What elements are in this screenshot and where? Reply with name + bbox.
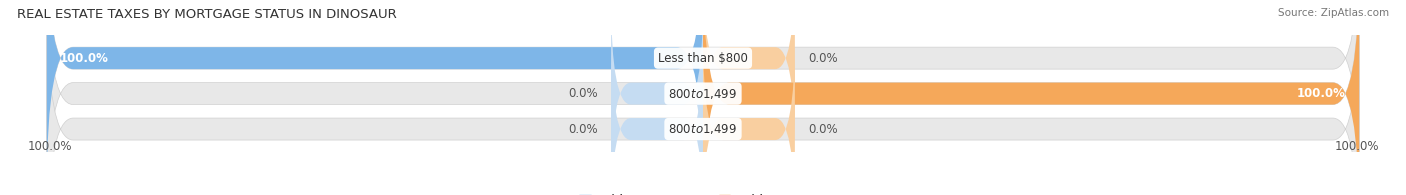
Text: 100.0%: 100.0% [1334,140,1379,153]
FancyBboxPatch shape [612,0,703,189]
Text: $800 to $1,499: $800 to $1,499 [668,122,738,136]
Text: 0.0%: 0.0% [808,122,838,136]
FancyBboxPatch shape [46,0,1360,195]
Text: REAL ESTATE TAXES BY MORTGAGE STATUS IN DINOSAUR: REAL ESTATE TAXES BY MORTGAGE STATUS IN … [17,8,396,21]
Text: 0.0%: 0.0% [568,122,598,136]
Text: Source: ZipAtlas.com: Source: ZipAtlas.com [1278,8,1389,18]
Text: 100.0%: 100.0% [60,52,108,65]
Text: Less than $800: Less than $800 [658,52,748,65]
FancyBboxPatch shape [612,34,703,195]
Text: 0.0%: 0.0% [808,52,838,65]
Text: 100.0%: 100.0% [1298,87,1346,100]
FancyBboxPatch shape [46,0,1360,189]
Text: $800 to $1,499: $800 to $1,499 [668,87,738,101]
FancyBboxPatch shape [703,0,794,153]
FancyBboxPatch shape [46,0,1360,195]
Text: 0.0%: 0.0% [568,87,598,100]
FancyBboxPatch shape [46,0,703,189]
Legend: Without Mortgage, With Mortgage: Without Mortgage, With Mortgage [579,194,827,195]
FancyBboxPatch shape [703,0,1360,195]
Text: 100.0%: 100.0% [27,140,72,153]
FancyBboxPatch shape [703,34,794,195]
